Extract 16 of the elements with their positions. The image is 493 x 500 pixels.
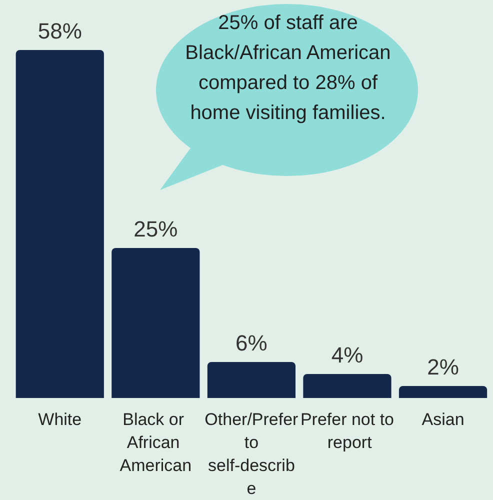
data-label: 25% xyxy=(134,216,178,242)
bar xyxy=(16,50,104,398)
bar xyxy=(398,386,488,398)
x-tick-label: Other/Prefer to self-describe xyxy=(204,410,299,498)
data-label: 4% xyxy=(331,342,364,368)
annotation: 25% of staff are Black/African American compared to 28% of home visiting families. xyxy=(184,11,392,126)
x-tick-label: Prefer not to report xyxy=(300,410,394,452)
x-tick-label: Asian xyxy=(422,410,464,429)
bar xyxy=(207,362,296,398)
bar xyxy=(303,374,392,398)
data-label: 58% xyxy=(38,18,82,44)
bar xyxy=(112,248,200,398)
data-label: 2% xyxy=(427,354,459,380)
data-label: 6% xyxy=(236,330,268,356)
x-tick-label: White xyxy=(38,410,82,429)
x-tick-label: Black or African American xyxy=(120,410,192,475)
